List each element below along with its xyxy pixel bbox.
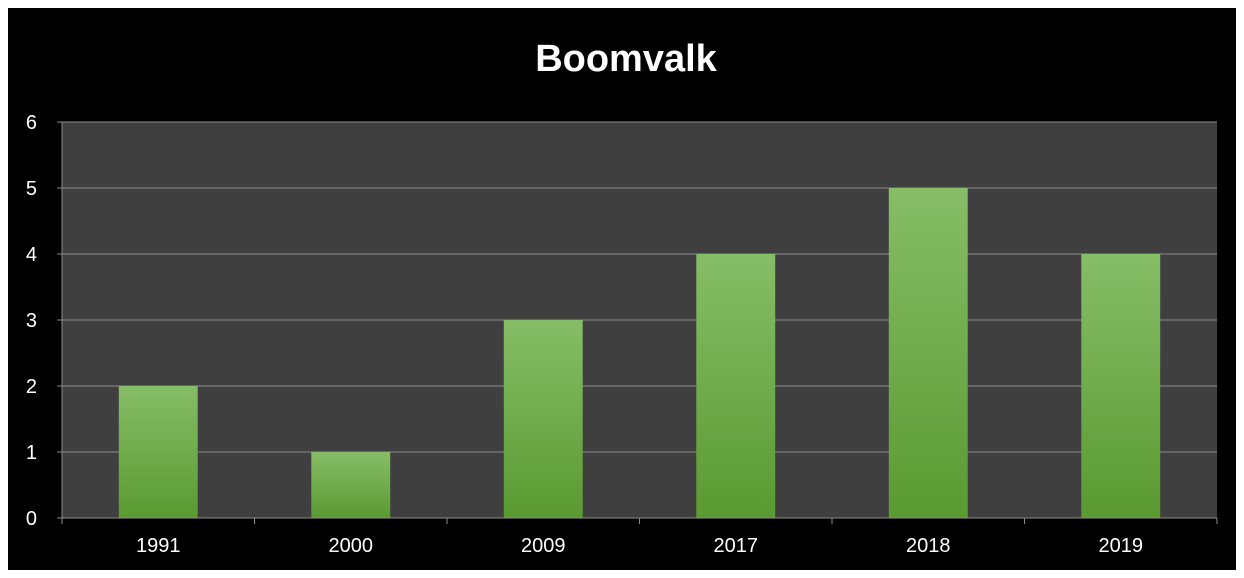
bar-2019 [1081, 254, 1161, 518]
tick-labels: 0 1 2 3 4 5 6 1991 2000 2009 2017 2018 2019 [26, 112, 1143, 557]
y-tick-label: 2 [26, 376, 37, 398]
y-tick-label: 0 [26, 508, 37, 530]
y-tick-label: 3 [26, 310, 37, 332]
axes [57, 121, 1218, 524]
bar-2009 [503, 320, 583, 518]
x-tick-label: 2019 [1099, 535, 1144, 557]
bar-2000 [311, 452, 391, 518]
x-tick-label: 2018 [906, 535, 951, 557]
bar-2017 [696, 254, 776, 518]
x-tick-label: 1991 [136, 535, 181, 557]
bar-2018 [888, 188, 968, 518]
x-tick-label: 2009 [521, 535, 566, 557]
x-tick-label: 2017 [714, 535, 759, 557]
chart-container: Boomvalk 0 1 2 3 4 5 6 1991 2000 2009 2017 2018 2019 [8, 8, 1236, 570]
gridlines [62, 121, 1217, 453]
bars [118, 188, 1161, 518]
y-tick-label: 6 [26, 112, 37, 134]
bar-chart: Boomvalk 0 1 2 3 4 5 6 1991 2000 2009 2017 2018 2019 [26, 38, 1218, 557]
bar-1991 [118, 386, 198, 518]
y-tick-label: 5 [26, 178, 37, 200]
x-tick-label: 2000 [329, 535, 374, 557]
y-tick-label: 1 [26, 442, 37, 464]
chart-title: Boomvalk [535, 38, 717, 80]
y-tick-label: 4 [26, 244, 37, 266]
